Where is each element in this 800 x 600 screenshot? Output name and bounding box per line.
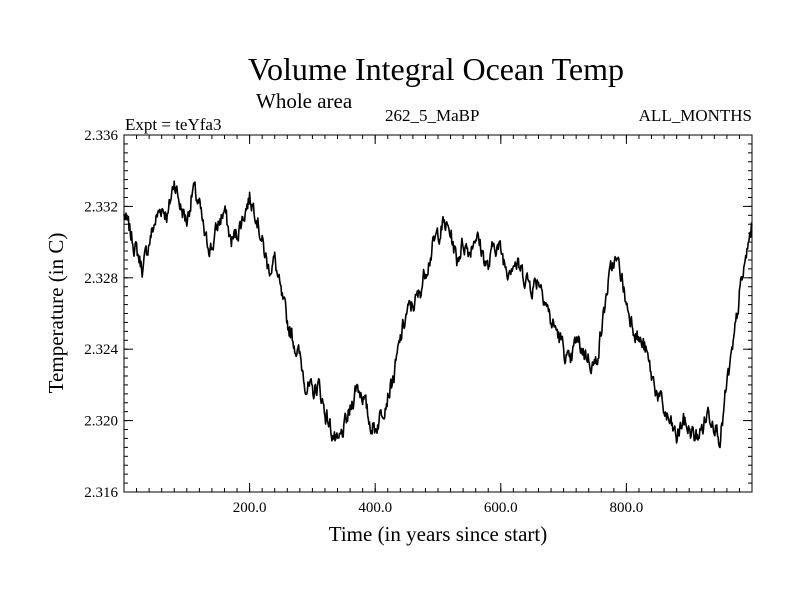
y-axis-label: Temperature (in C) — [44, 233, 68, 394]
x-tick-label: 800.0 — [610, 500, 644, 516]
y-tick-label: 2.324 — [84, 342, 118, 358]
x-tick-label: 600.0 — [484, 500, 518, 516]
chart-title: Volume Integral Ocean Temp — [248, 51, 624, 87]
x-axis-ticks: 200.0 400.0 600.0 800.0 — [136, 135, 740, 516]
months-label: ALL_MONTHS — [639, 106, 752, 125]
experiment-label: Expt = teYfa3 — [125, 115, 221, 134]
x-tick-label: 200.0 — [233, 500, 267, 516]
chart-subtitle: Whole area — [256, 89, 353, 113]
x-axis-label: Time (in years since start) — [329, 522, 548, 546]
y-axis-ticks: 2.316 2.320 2.324 2.328 2.332 2.336 — [84, 128, 752, 501]
y-tick-label: 2.332 — [84, 199, 118, 215]
plot-frame — [123, 134, 753, 493]
temperature-series-line — [123, 180, 753, 449]
y-tick-label: 2.316 — [84, 485, 118, 501]
run-label: 262_5_MaBP — [385, 106, 479, 125]
x-tick-label: 400.0 — [358, 500, 392, 516]
y-tick-label: 2.328 — [84, 271, 118, 287]
y-tick-label: 2.336 — [84, 128, 118, 144]
y-tick-label: 2.320 — [84, 414, 118, 430]
